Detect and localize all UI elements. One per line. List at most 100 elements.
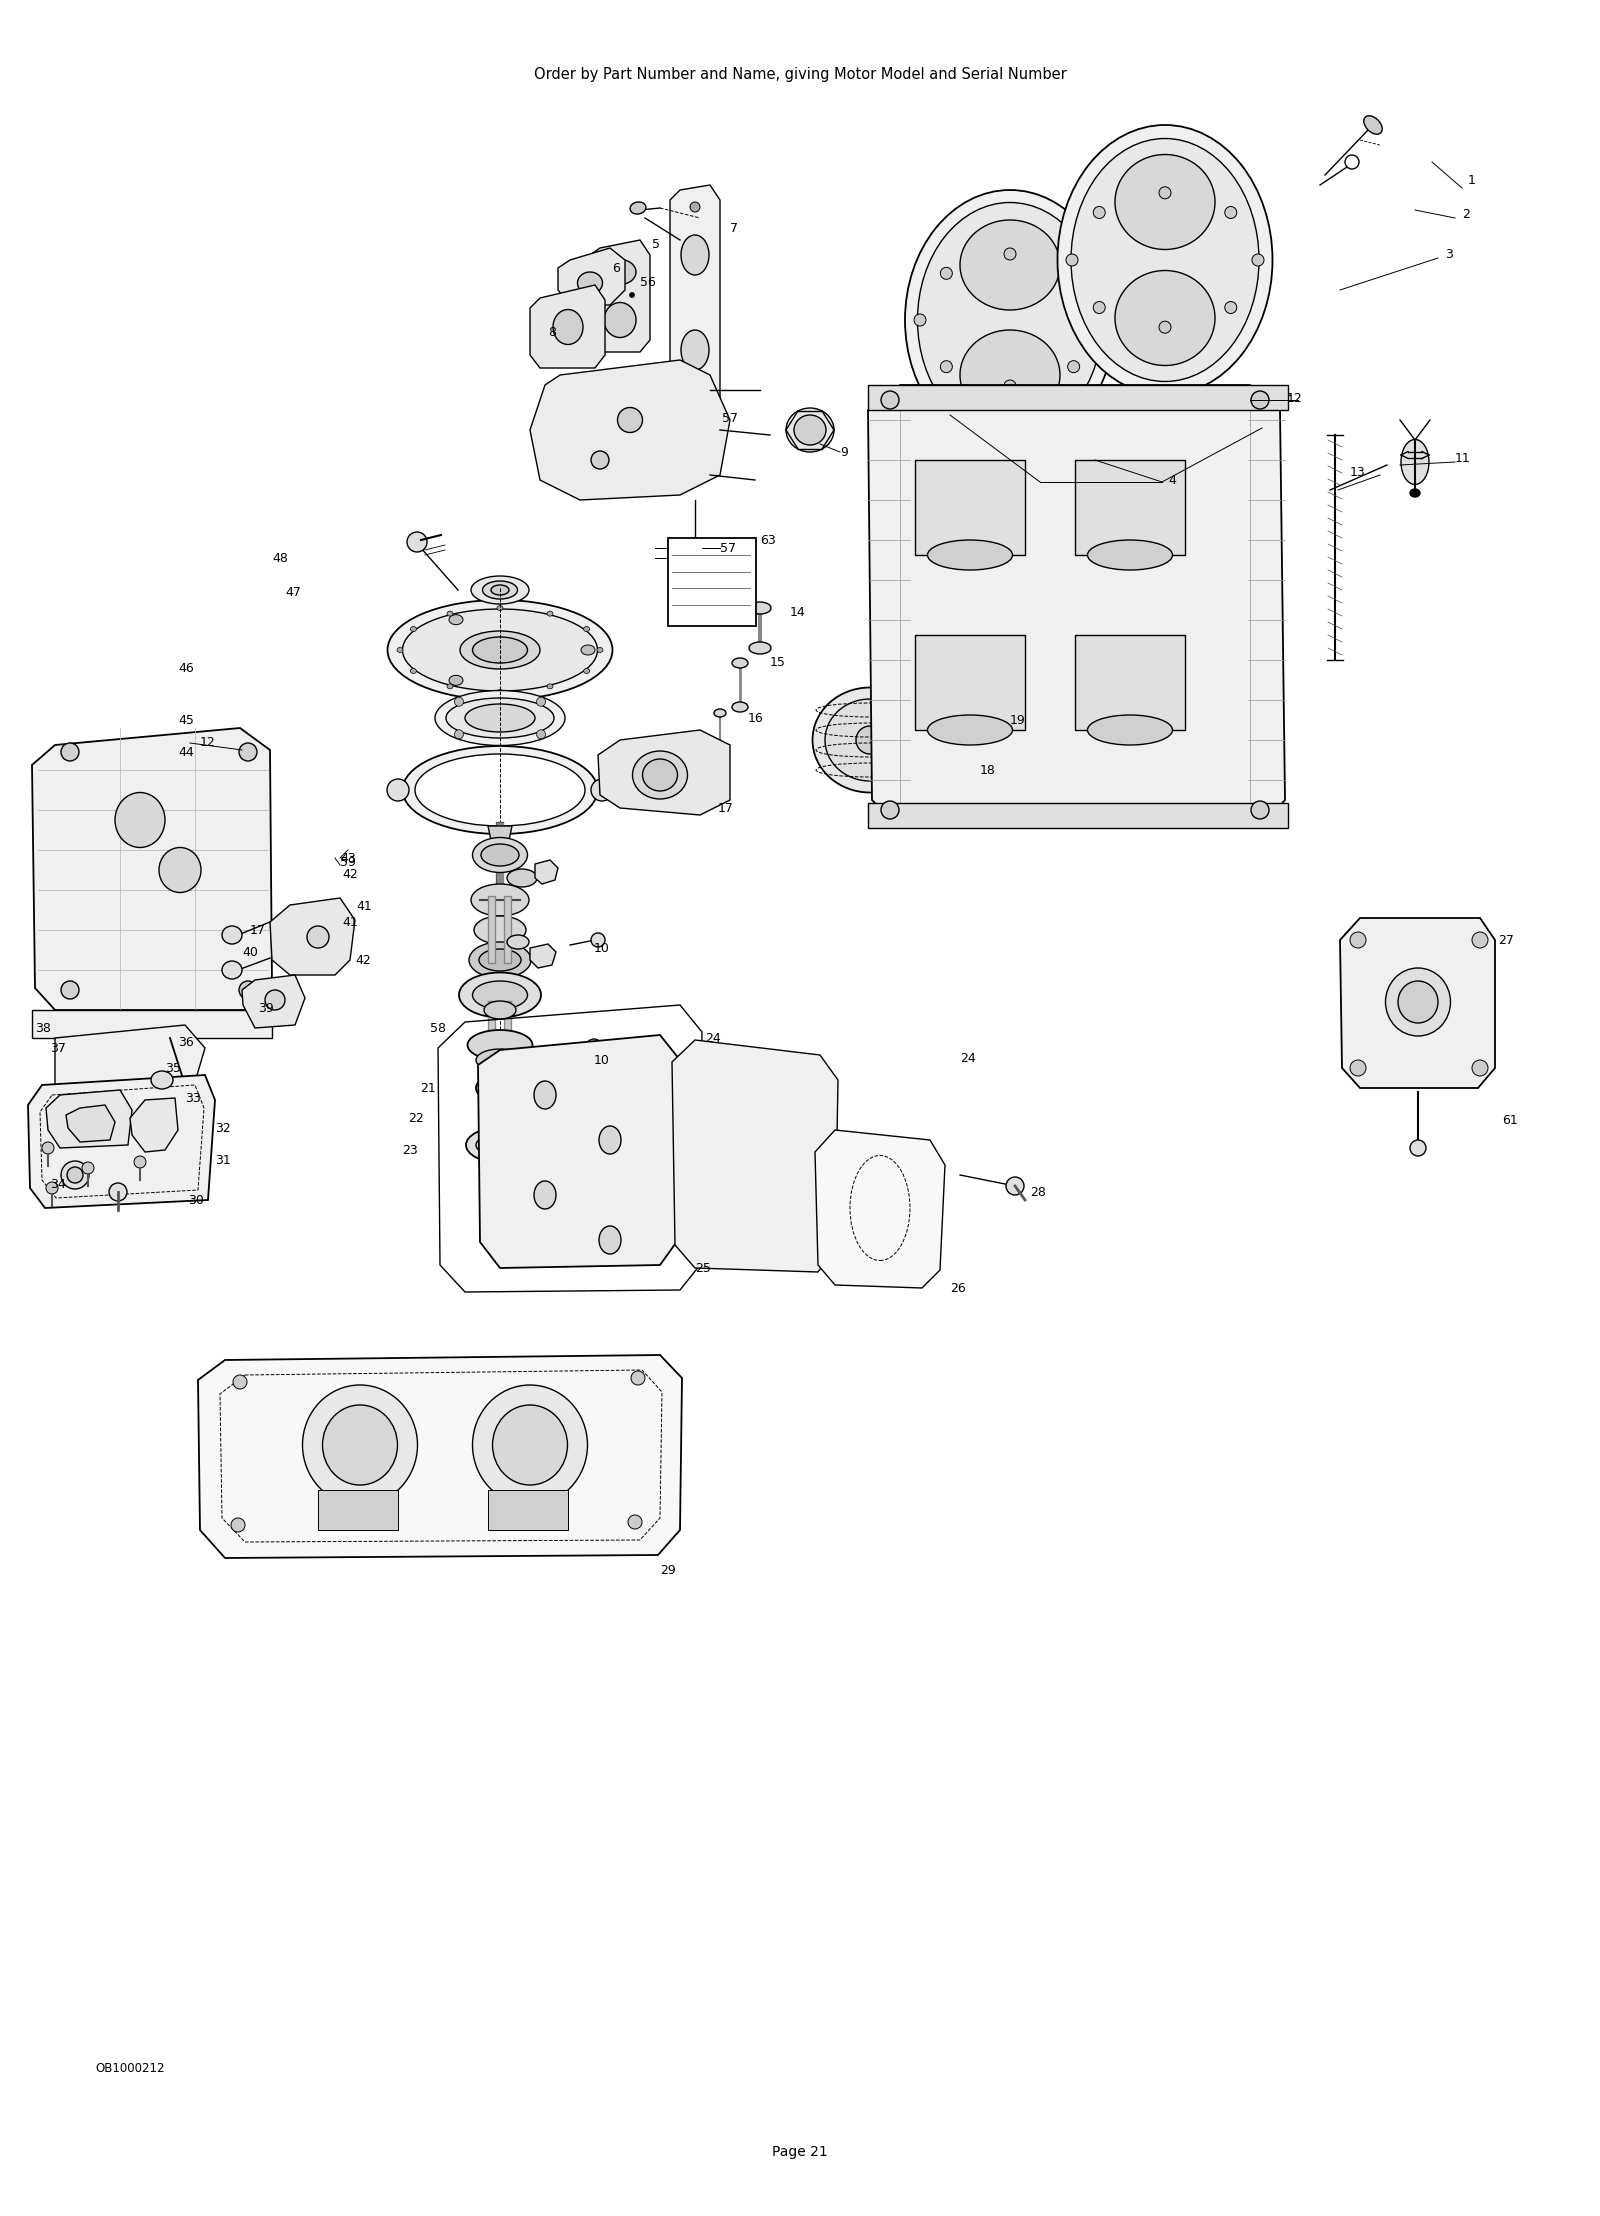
Ellipse shape xyxy=(941,268,952,279)
Polygon shape xyxy=(670,184,720,432)
Polygon shape xyxy=(598,729,730,815)
Ellipse shape xyxy=(536,698,546,707)
Ellipse shape xyxy=(1094,315,1106,326)
Ellipse shape xyxy=(590,780,613,800)
Ellipse shape xyxy=(1058,124,1272,394)
Polygon shape xyxy=(242,975,306,1028)
Ellipse shape xyxy=(714,709,726,718)
Text: 13: 13 xyxy=(1350,465,1366,479)
Ellipse shape xyxy=(1088,541,1173,570)
Ellipse shape xyxy=(387,601,613,700)
Text: 5: 5 xyxy=(653,239,661,250)
Ellipse shape xyxy=(630,202,646,215)
Text: 33: 33 xyxy=(186,1092,200,1104)
Ellipse shape xyxy=(941,361,952,372)
Ellipse shape xyxy=(454,729,464,738)
Ellipse shape xyxy=(554,310,582,343)
Ellipse shape xyxy=(1472,933,1488,948)
Text: 26: 26 xyxy=(950,1281,966,1294)
Ellipse shape xyxy=(581,645,595,656)
Polygon shape xyxy=(590,239,650,352)
Ellipse shape xyxy=(446,612,453,616)
Ellipse shape xyxy=(960,330,1059,421)
Ellipse shape xyxy=(472,982,528,1008)
Ellipse shape xyxy=(590,933,605,946)
Polygon shape xyxy=(198,1354,682,1558)
Text: 42: 42 xyxy=(342,869,358,882)
Text: 17: 17 xyxy=(250,924,266,937)
Text: 11: 11 xyxy=(1454,452,1470,465)
Ellipse shape xyxy=(1158,186,1171,199)
Ellipse shape xyxy=(643,760,677,791)
Polygon shape xyxy=(814,1130,946,1287)
Ellipse shape xyxy=(435,691,565,745)
Ellipse shape xyxy=(584,669,590,674)
Ellipse shape xyxy=(1088,716,1173,745)
Ellipse shape xyxy=(472,636,528,663)
Ellipse shape xyxy=(134,1157,146,1168)
Ellipse shape xyxy=(222,962,242,979)
Ellipse shape xyxy=(856,727,883,753)
Polygon shape xyxy=(530,944,557,968)
Ellipse shape xyxy=(307,926,330,948)
Polygon shape xyxy=(488,827,512,844)
Text: 6: 6 xyxy=(611,261,619,275)
Polygon shape xyxy=(558,248,626,306)
Ellipse shape xyxy=(158,847,202,893)
Ellipse shape xyxy=(478,1104,522,1126)
Text: 2: 2 xyxy=(1462,208,1470,222)
Ellipse shape xyxy=(1224,206,1237,219)
Ellipse shape xyxy=(461,632,541,669)
Ellipse shape xyxy=(590,452,610,470)
Text: 29: 29 xyxy=(661,1564,675,1576)
Ellipse shape xyxy=(222,926,242,944)
Text: 44: 44 xyxy=(178,745,194,758)
Ellipse shape xyxy=(115,793,165,847)
Ellipse shape xyxy=(1472,1059,1488,1077)
Ellipse shape xyxy=(547,612,554,616)
Text: 27: 27 xyxy=(1498,933,1514,946)
Ellipse shape xyxy=(482,844,518,866)
Ellipse shape xyxy=(1410,1139,1426,1157)
Text: 12: 12 xyxy=(200,736,216,749)
Ellipse shape xyxy=(498,689,502,694)
Ellipse shape xyxy=(598,1225,621,1254)
Text: 8: 8 xyxy=(547,326,557,339)
Text: 41: 41 xyxy=(355,900,371,913)
Bar xyxy=(915,461,1026,554)
Ellipse shape xyxy=(466,705,534,731)
Ellipse shape xyxy=(323,1405,397,1485)
Bar xyxy=(669,538,757,625)
Text: 23: 23 xyxy=(402,1143,418,1157)
Text: 4: 4 xyxy=(1168,474,1176,488)
Ellipse shape xyxy=(882,800,899,820)
Ellipse shape xyxy=(397,647,403,652)
Polygon shape xyxy=(672,1039,838,1272)
Ellipse shape xyxy=(1115,270,1214,366)
Ellipse shape xyxy=(1006,1177,1024,1194)
Ellipse shape xyxy=(507,935,530,948)
Text: 47: 47 xyxy=(285,585,301,598)
Ellipse shape xyxy=(690,410,701,421)
Ellipse shape xyxy=(1066,255,1078,266)
Ellipse shape xyxy=(459,973,541,1017)
Ellipse shape xyxy=(472,1385,587,1505)
Text: 25: 25 xyxy=(694,1261,710,1274)
Ellipse shape xyxy=(629,293,635,297)
Ellipse shape xyxy=(1093,206,1106,219)
Polygon shape xyxy=(478,1035,680,1268)
Text: 37: 37 xyxy=(50,1042,66,1055)
Ellipse shape xyxy=(403,747,597,833)
Ellipse shape xyxy=(61,982,78,999)
Ellipse shape xyxy=(470,884,530,915)
Ellipse shape xyxy=(733,658,749,667)
Text: 14: 14 xyxy=(790,605,806,618)
Ellipse shape xyxy=(690,202,701,213)
Ellipse shape xyxy=(1067,268,1080,279)
Ellipse shape xyxy=(618,408,643,432)
Polygon shape xyxy=(1341,917,1494,1088)
Text: 17: 17 xyxy=(718,802,734,815)
Ellipse shape xyxy=(266,991,285,1010)
Bar xyxy=(867,802,1288,829)
Text: 24: 24 xyxy=(706,1030,720,1044)
